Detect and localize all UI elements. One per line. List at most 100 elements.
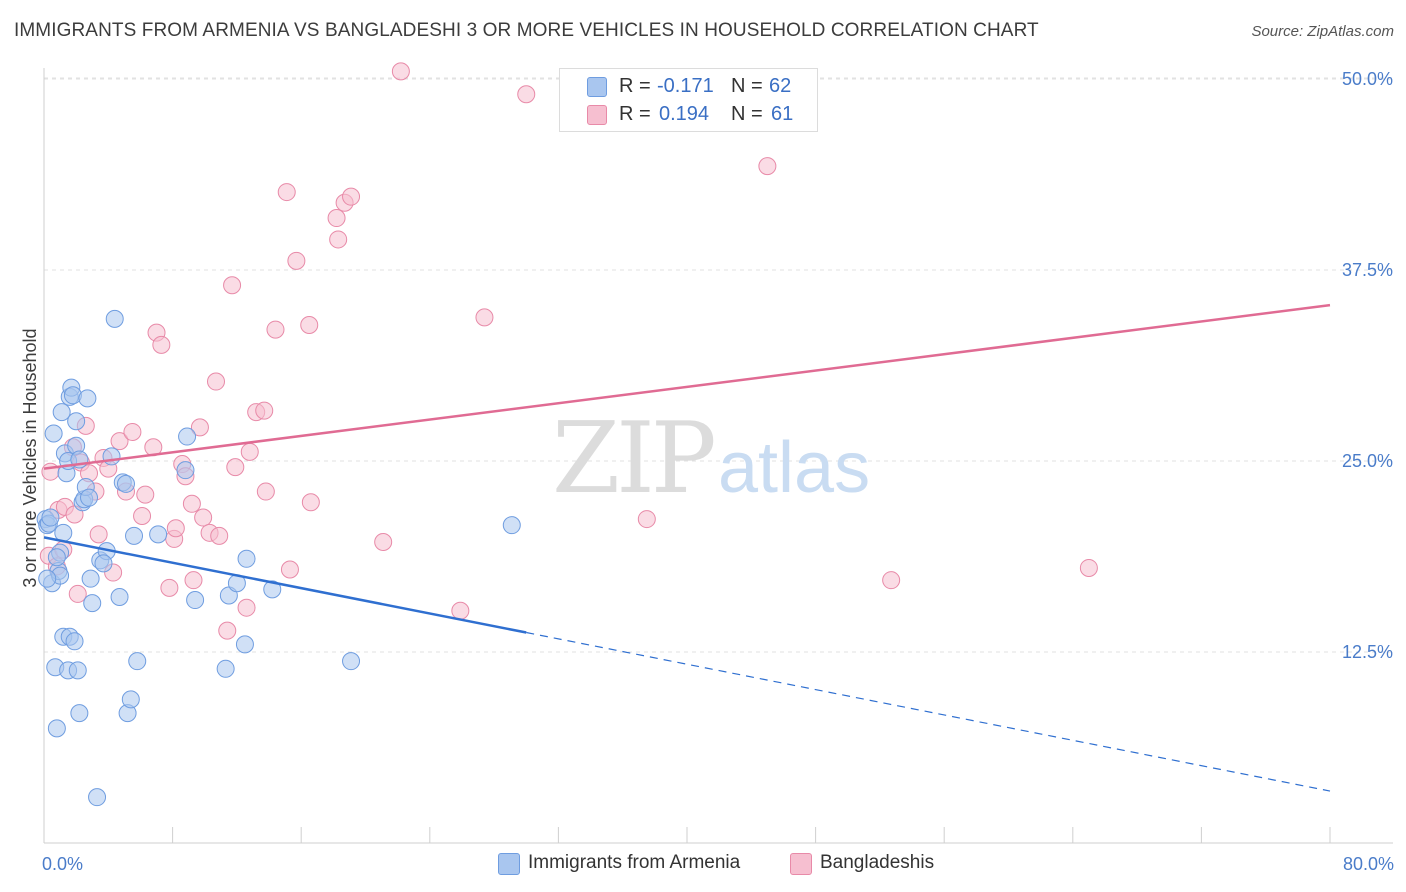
- data-point: [216, 659, 235, 678]
- data-point: [266, 320, 285, 339]
- data-point: [121, 690, 140, 709]
- trend-line-armenia-extension: [526, 631, 1331, 792]
- data-point: [94, 554, 113, 573]
- y-tick-labels: 12.5% 25.0% 37.5% 50.0%: [1342, 69, 1393, 662]
- data-point: [47, 548, 66, 567]
- data-point: [342, 652, 361, 671]
- data-point: [210, 526, 229, 545]
- data-point: [38, 569, 57, 588]
- data-point: [89, 525, 108, 544]
- legend: R = -0.171 N = 62 R = 0.194 N = 61: [559, 68, 818, 132]
- data-point: [391, 62, 410, 81]
- data-point: [128, 652, 147, 671]
- data-point: [758, 157, 777, 176]
- legend-r-label: R =: [619, 103, 651, 125]
- data-point: [44, 424, 63, 443]
- data-point: [110, 432, 129, 451]
- data-point: [287, 251, 306, 270]
- data-point: [637, 510, 656, 529]
- data-point: [218, 621, 237, 640]
- legend-r-value: -0.171: [657, 75, 714, 97]
- watermark-atlas: atlas: [718, 428, 870, 508]
- bottom-legend-label: Bangladeshis: [820, 852, 935, 873]
- data-point: [451, 601, 470, 620]
- legend-n-label: N =: [731, 75, 763, 97]
- data-point: [240, 442, 259, 461]
- bottom-legend-swatch-pink: [790, 853, 812, 875]
- data-point: [67, 412, 86, 431]
- data-point: [256, 482, 275, 501]
- y-tick-label: 12.5%: [1342, 642, 1393, 662]
- legend-r-value: 0.194: [659, 103, 710, 125]
- data-point: [116, 474, 135, 493]
- data-point: [80, 488, 99, 507]
- data-point: [88, 788, 107, 807]
- data-point: [517, 85, 536, 104]
- legend-swatch-pink: [587, 105, 607, 125]
- data-point: [110, 587, 129, 606]
- data-point: [263, 580, 282, 599]
- axes: [43, 68, 1393, 844]
- data-point: [882, 571, 901, 590]
- legend-n-label: N =: [731, 103, 763, 125]
- data-point: [83, 594, 102, 613]
- legend-swatch-blue: [587, 77, 607, 97]
- trend-line-armenia: [43, 536, 527, 634]
- y-tick-label: 50.0%: [1342, 69, 1393, 89]
- bottom-legend-label: Immigrants from Armenia: [528, 852, 741, 873]
- armenia-points: [36, 309, 521, 807]
- data-point: [475, 308, 494, 327]
- data-point: [176, 461, 195, 480]
- data-point: [81, 569, 100, 588]
- data-point: [105, 309, 124, 328]
- data-point: [182, 494, 201, 513]
- data-point: [68, 661, 87, 680]
- data-point: [166, 519, 185, 538]
- data-point: [194, 508, 213, 527]
- data-point: [329, 230, 348, 249]
- data-point: [502, 516, 521, 535]
- legend-n-value: 61: [771, 103, 794, 125]
- data-point: [184, 571, 203, 590]
- y-tick-label: 37.5%: [1342, 260, 1393, 280]
- y-axis-label: 3 or more Vehicles in Household: [20, 328, 40, 587]
- data-point: [207, 372, 226, 391]
- legend-n-value: 62: [769, 75, 792, 97]
- data-point: [78, 389, 97, 408]
- data-point: [47, 719, 66, 738]
- data-point: [65, 632, 84, 651]
- data-point: [41, 508, 60, 527]
- data-point: [277, 183, 296, 202]
- data-point: [125, 526, 144, 545]
- data-point: [280, 560, 299, 579]
- data-point: [237, 598, 256, 617]
- data-point: [41, 462, 60, 481]
- data-point: [149, 525, 168, 544]
- data-point: [235, 635, 254, 654]
- data-point: [190, 418, 209, 437]
- data-point: [301, 493, 320, 512]
- data-point: [1079, 558, 1098, 577]
- chart-title: IMMIGRANTS FROM ARMENIA VS BANGLADESHI 3…: [14, 20, 1039, 41]
- data-point: [136, 485, 155, 504]
- source-label: Source: ZipAtlas.com: [1251, 23, 1394, 40]
- data-point: [223, 276, 242, 295]
- data-point: [374, 532, 393, 551]
- data-point: [102, 447, 121, 466]
- y-tick-label: 25.0%: [1342, 451, 1393, 471]
- data-point: [327, 209, 346, 228]
- data-point: [68, 584, 87, 603]
- x-tick-label-max: 80.0%: [1343, 854, 1394, 874]
- bangladeshis-points: [39, 62, 1098, 640]
- trend-line-bangladeshis: [43, 303, 1331, 470]
- x-tick-label-min: 0.0%: [42, 854, 83, 874]
- data-point: [300, 316, 319, 335]
- data-point: [237, 549, 256, 568]
- data-point: [342, 187, 361, 206]
- data-point: [123, 422, 142, 441]
- data-point: [52, 403, 71, 422]
- data-point: [70, 704, 89, 723]
- data-point: [226, 458, 245, 477]
- data-point: [255, 401, 274, 420]
